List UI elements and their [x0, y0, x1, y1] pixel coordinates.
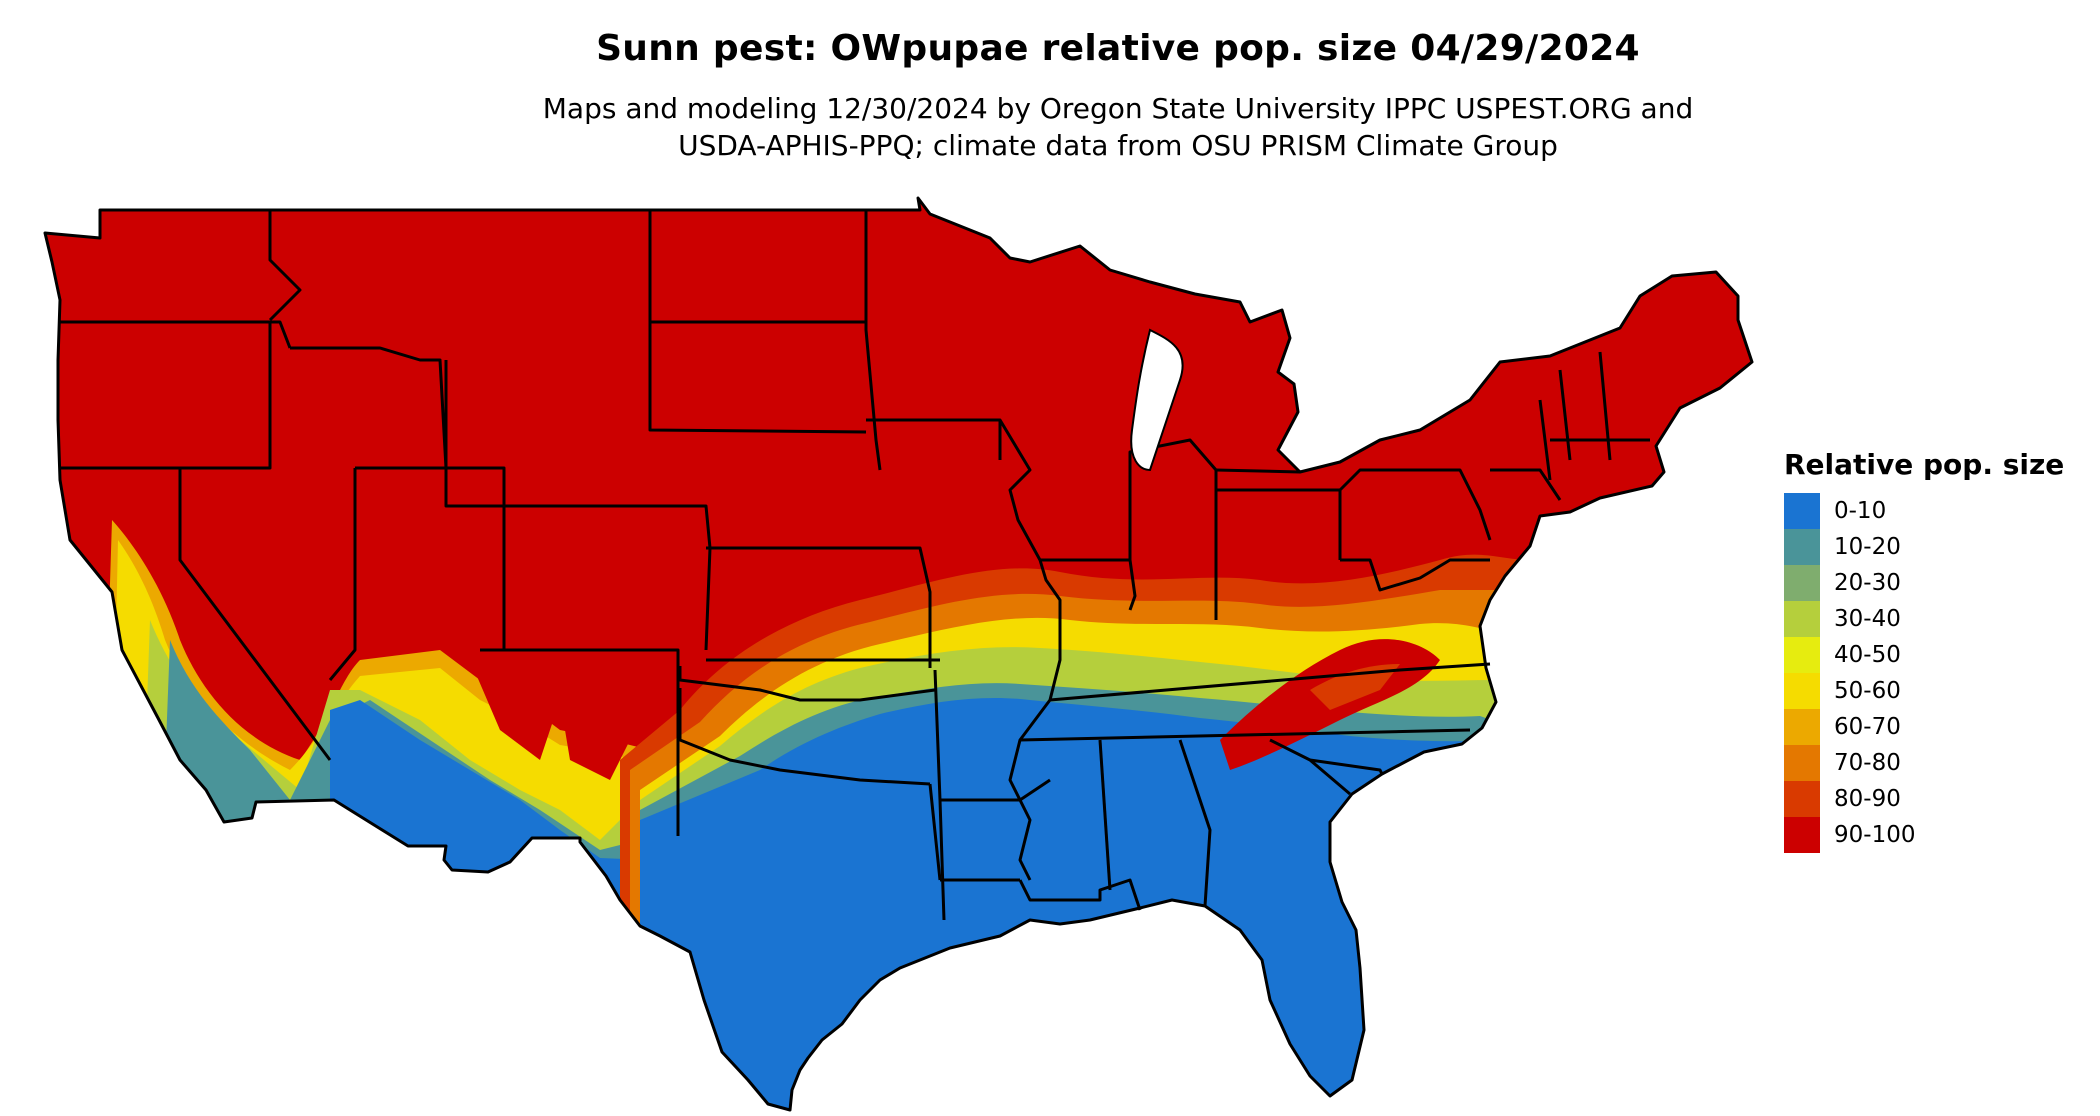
legend-label: 50-60 [1834, 678, 1901, 704]
legend-items: 0-10 10-20 20-30 30-40 40-50 50-60 60-70 70-80 8… [1784, 493, 2064, 853]
legend-item: 90-100 [1784, 817, 2064, 853]
legend-label: 70-80 [1834, 750, 1901, 776]
legend-label: 30-40 [1834, 606, 1901, 632]
legend-item: 0-10 [1784, 493, 2064, 529]
legend-swatch [1784, 637, 1820, 673]
legend-swatch [1784, 781, 1820, 817]
legend-item: 20-30 [1784, 565, 2064, 601]
legend-swatch [1784, 709, 1820, 745]
legend-label: 40-50 [1834, 642, 1901, 668]
state-boundaries [43, 196, 1754, 1112]
map-subtitle: Maps and modeling 12/30/2024 by Oregon S… [0, 90, 2100, 164]
subtitle-line-2: USDA-APHIS-PPQ; climate data from OSU PR… [678, 129, 1558, 162]
legend-swatch [1784, 601, 1820, 637]
legend-item: 50-60 [1784, 673, 2064, 709]
legend: Relative pop. size 0-10 10-20 20-30 30-40 40… [1784, 448, 2064, 853]
legend-item: 10-20 [1784, 529, 2064, 565]
legend-item: 80-90 [1784, 781, 2064, 817]
legend-label: 80-90 [1834, 786, 1901, 812]
legend-label: 60-70 [1834, 714, 1901, 740]
map-title: Sunn pest: OWpupae relative pop. size 04… [596, 28, 1640, 69]
legend-item: 60-70 [1784, 709, 2064, 745]
subtitle-line-1: Maps and modeling 12/30/2024 by Oregon S… [542, 92, 1694, 125]
lake-michigan [1130, 328, 1184, 472]
legend-swatch [1784, 529, 1820, 565]
legend-item: 70-80 [1784, 745, 2064, 781]
legend-title: Relative pop. size [1784, 448, 2065, 481]
legend-swatch [1784, 745, 1820, 781]
legend-label: 0-10 [1834, 498, 1887, 524]
legend-item: 40-50 [1784, 637, 2064, 673]
legend-item: 30-40 [1784, 601, 2064, 637]
southwest-gradient [100, 520, 660, 900]
legend-label: 90-100 [1834, 822, 1916, 848]
legend-label: 10-20 [1834, 534, 1901, 560]
us-map [43, 196, 1754, 1112]
legend-swatch [1784, 817, 1820, 853]
legend-label: 20-30 [1834, 570, 1901, 596]
legend-swatch [1784, 493, 1820, 529]
legend-swatch [1784, 673, 1820, 709]
legend-swatch [1784, 565, 1820, 601]
